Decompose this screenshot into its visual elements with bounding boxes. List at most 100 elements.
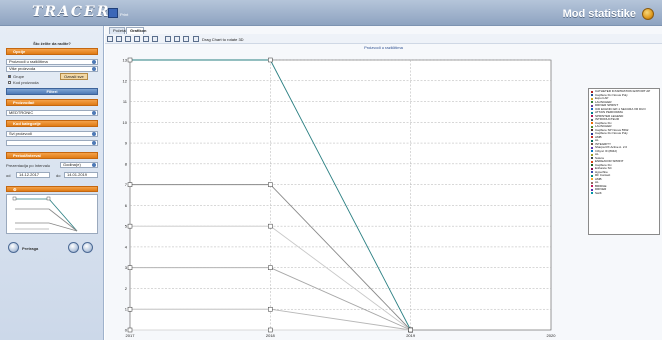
legend-swatch bbox=[591, 101, 593, 104]
to-label: do bbox=[56, 173, 61, 178]
data-point bbox=[127, 265, 133, 270]
gear-icon: ⚙ bbox=[13, 187, 17, 192]
legend-item: BRIDGE bbox=[591, 185, 657, 189]
section-proizvodjac[interactable]: Proizvođač bbox=[6, 99, 98, 106]
interval-value: Godina(e) bbox=[63, 162, 81, 167]
chart-subtitle: Proizvodi u različitima bbox=[364, 45, 403, 50]
legend-swatch bbox=[591, 185, 593, 188]
data-point bbox=[268, 57, 273, 63]
category-select[interactable]: Svi proizvodi bbox=[6, 131, 98, 137]
legend-label: CapSure Fix bbox=[595, 163, 612, 167]
product-code-checkbox[interactable] bbox=[8, 81, 11, 85]
legend-swatch bbox=[591, 115, 593, 118]
print-label[interactable]: Print bbox=[120, 12, 129, 17]
y-tick-label: 11 bbox=[123, 99, 128, 104]
legend-label: AL bbox=[595, 139, 599, 142]
legend-swatch bbox=[591, 171, 593, 174]
y-tick-label: 5 bbox=[125, 224, 128, 229]
y-tick-label: 9 bbox=[125, 141, 128, 146]
export-icon[interactable] bbox=[174, 36, 180, 42]
section-opcije[interactable]: Opcije bbox=[6, 48, 98, 55]
legend-item: LAUNCHER bbox=[591, 101, 657, 105]
legend-item: ENDEAVOR SPRINT bbox=[591, 160, 657, 164]
legend-label: INTRODUCTEUR bbox=[595, 118, 619, 121]
legend-label: Export AP bbox=[595, 97, 609, 100]
legend-item: CapSure Fix bbox=[591, 164, 657, 168]
legend-item: CapSure SP Novus 5592 bbox=[591, 129, 657, 133]
legend-swatch bbox=[591, 129, 593, 132]
category-search-input[interactable] bbox=[6, 140, 98, 146]
save-icon[interactable] bbox=[183, 36, 189, 42]
legend-swatch bbox=[591, 178, 593, 181]
legend-swatch bbox=[591, 125, 593, 128]
y-tick-label: 10 bbox=[123, 120, 128, 125]
legend-swatch bbox=[591, 146, 593, 149]
print-icon[interactable] bbox=[165, 36, 171, 42]
search-icon[interactable] bbox=[8, 242, 19, 253]
series-line bbox=[270, 267, 411, 331]
rotate-icon[interactable] bbox=[116, 36, 122, 42]
legend-item: Swift bbox=[591, 192, 657, 196]
legend-label: CapSure Fix Novus Poly bbox=[595, 93, 628, 97]
from-date-input[interactable]: 14.12.2017 bbox=[16, 172, 50, 178]
chart-thumbnail[interactable] bbox=[6, 194, 98, 234]
sidebar-footer: Pretraga bbox=[6, 240, 98, 256]
legend-swatch bbox=[591, 188, 593, 191]
legend-label: AMB bbox=[595, 135, 602, 139]
zoom-icon[interactable] bbox=[134, 36, 140, 42]
multi-select[interactable]: Više proizvoda bbox=[6, 66, 98, 72]
data-point bbox=[268, 182, 273, 187]
series-line bbox=[269, 59, 412, 331]
interval-select[interactable]: Godina(e) bbox=[60, 162, 98, 168]
y-tick-label: 6 bbox=[125, 203, 128, 208]
chart-preview-header[interactable]: ⚙ bbox=[6, 186, 98, 192]
globe-icon[interactable] bbox=[642, 8, 654, 20]
move-icon[interactable] bbox=[125, 36, 131, 42]
legend-label: Hyperfine bbox=[595, 170, 608, 174]
copy-icon[interactable] bbox=[143, 36, 149, 42]
chart-type-icon[interactable] bbox=[152, 36, 158, 42]
select-all-button[interactable]: Označi sve bbox=[60, 73, 88, 80]
data-point bbox=[127, 223, 133, 229]
legend-label: InSync III (8042) bbox=[595, 149, 618, 153]
groups-checkbox-row[interactable]: Grupe bbox=[8, 74, 24, 79]
tab-pocetak[interactable]: Početak bbox=[109, 27, 127, 34]
groups-checkbox[interactable] bbox=[8, 75, 11, 79]
product-code-row[interactable]: Kod proizvoda bbox=[8, 80, 39, 85]
manufacturer-select[interactable]: MEDTRONIC bbox=[6, 110, 98, 116]
legend-swatch bbox=[591, 136, 593, 139]
to-date-input[interactable]: 14.01.2019 bbox=[64, 172, 98, 178]
y-tick-label: 12 bbox=[123, 78, 128, 83]
products-select[interactable]: Proizvodi u različitima bbox=[6, 59, 98, 65]
settings-icon[interactable] bbox=[82, 242, 93, 253]
main-panel: Početak Grafikon Drag Chart to rotate 3D… bbox=[105, 26, 662, 340]
legend-swatch bbox=[591, 143, 593, 146]
chart-toolbar: Drag Chart to rotate 3D bbox=[105, 34, 662, 44]
data-point bbox=[127, 182, 133, 187]
pointer-icon[interactable] bbox=[107, 36, 113, 42]
legend-label: SPRINTER LEGEND bbox=[595, 114, 624, 118]
data-point bbox=[268, 327, 273, 333]
tab-grafikon[interactable]: Grafikon bbox=[126, 27, 146, 34]
legend-item: DRIVER bbox=[591, 188, 657, 192]
legend-label: RF Contact bbox=[595, 174, 611, 177]
legend-label: ATTAIN PERFORMA bbox=[595, 111, 624, 114]
data-point bbox=[127, 57, 133, 63]
legend-item: SPRINTER LEGEND bbox=[591, 115, 657, 119]
print-icon[interactable] bbox=[108, 8, 118, 18]
legend-label: Enhance SC bbox=[595, 167, 612, 170]
x-tick-label: 2017 bbox=[126, 333, 136, 338]
product-code-label: Kod proizvoda bbox=[13, 80, 39, 85]
search-icon bbox=[92, 141, 96, 145]
refresh-icon[interactable] bbox=[68, 242, 79, 253]
chart-legend: CATHETER D'ASPIRATION EXPORT AP CapSure F… bbox=[588, 88, 660, 235]
section-filteri[interactable]: Filteri bbox=[6, 88, 98, 95]
section-kategorija[interactable]: Kod kategorije bbox=[6, 120, 98, 127]
section-period[interactable]: Period/Interval bbox=[6, 152, 98, 159]
legend-label: ENDEAVOR SPRINT bbox=[595, 160, 624, 163]
rotate-3d-icon[interactable] bbox=[193, 36, 199, 42]
legend-swatch bbox=[591, 97, 593, 100]
dropdown-icon bbox=[92, 163, 96, 167]
search-button-label[interactable]: Pretraga bbox=[22, 246, 39, 251]
